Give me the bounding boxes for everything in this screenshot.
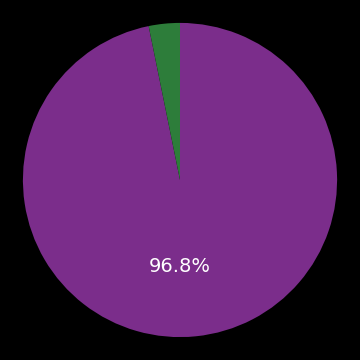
Wedge shape xyxy=(149,23,180,180)
Text: 96.8%: 96.8% xyxy=(149,257,211,276)
Wedge shape xyxy=(23,23,337,337)
